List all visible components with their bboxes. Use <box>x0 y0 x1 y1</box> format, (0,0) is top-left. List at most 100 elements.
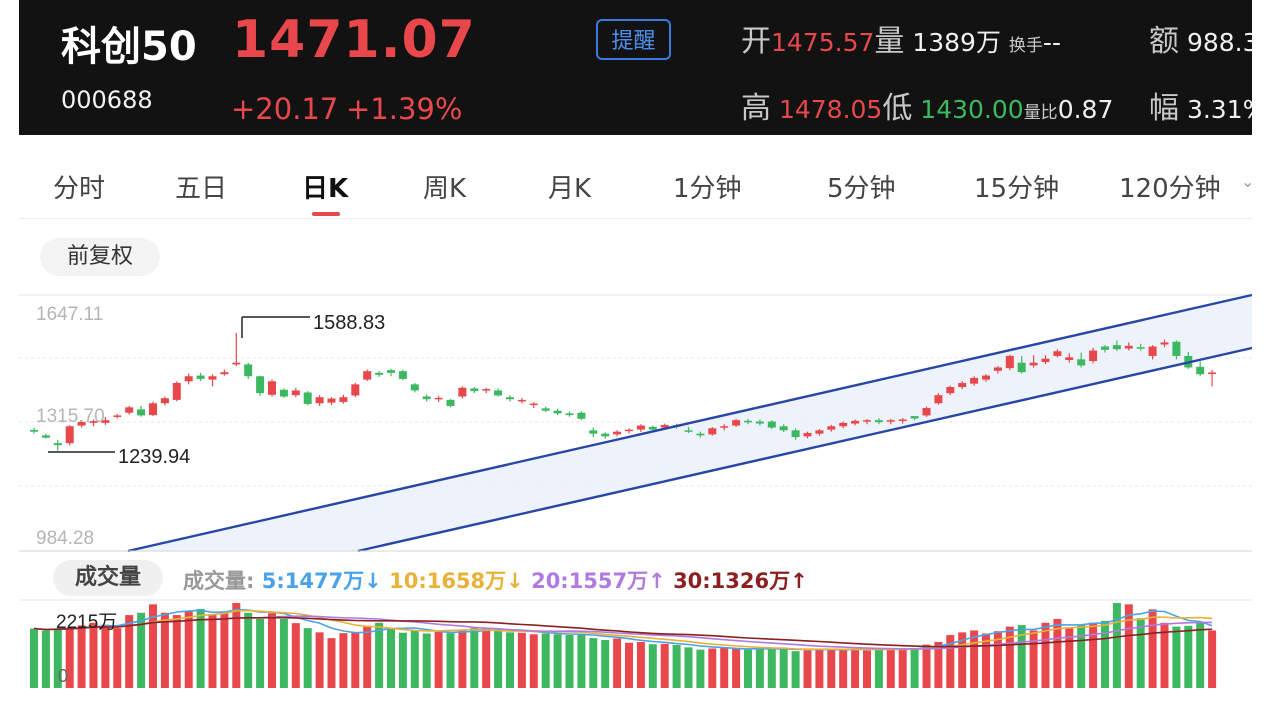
candle-body <box>1196 366 1205 375</box>
volume-indicator-button[interactable]: 成交量 <box>53 560 163 596</box>
volume-bar <box>803 650 812 688</box>
volume-bar <box>815 649 824 688</box>
volume-bar <box>137 612 146 688</box>
volume-bar <box>196 608 205 688</box>
candle-body <box>577 412 586 419</box>
candle-body <box>184 376 193 382</box>
candle-body <box>779 426 788 431</box>
price-axis-mid-label: 1315.70 <box>36 406 105 427</box>
volume-bar <box>958 632 967 688</box>
amplitude-stat: 幅 3.31% <box>1149 83 1266 127</box>
price-axis-top-label: 1647.11 <box>36 304 103 325</box>
candle-body <box>720 426 729 428</box>
volume-bar <box>993 631 1002 688</box>
candle-body <box>137 409 146 416</box>
volume-bar <box>541 633 550 688</box>
candle-body <box>684 430 693 432</box>
volume-bar <box>125 615 134 688</box>
volume-bar <box>708 648 717 688</box>
candle-body <box>553 410 562 414</box>
volume-bar <box>553 634 562 688</box>
volume-bar <box>1172 626 1181 688</box>
tab-daily-k[interactable]: 日K <box>302 174 349 204</box>
volume-bar <box>982 633 990 688</box>
volume-bar <box>279 618 288 688</box>
candle-body <box>482 389 491 391</box>
volume-bar <box>315 632 324 688</box>
volume-bar <box>672 645 681 688</box>
candle-body <box>339 397 348 402</box>
candle-body <box>648 426 657 430</box>
turnover-value: -- <box>1042 28 1061 57</box>
volume-bar <box>601 640 610 688</box>
price-change-pct: +1.39% <box>346 92 463 126</box>
right-margin <box>1252 0 1280 721</box>
volume-bar <box>303 628 312 688</box>
candle-body <box>541 408 550 411</box>
volume-label: 量 <box>874 24 905 59</box>
volume-bar <box>767 649 776 688</box>
volume-bar <box>446 633 455 688</box>
volume-bar <box>922 644 931 688</box>
volume-bar <box>577 634 586 688</box>
volume-bar <box>65 627 74 688</box>
period-tabs: 分时 五日 日K 周K 月K 1分钟 5分钟 15分钟 120分钟 ⌄ <box>19 148 1255 219</box>
volume-ma5-line <box>33 608 1213 651</box>
candle-body <box>244 364 253 377</box>
tab-5min[interactable]: 5分钟 <box>827 174 896 204</box>
volume-bar <box>101 624 110 688</box>
tab-intraday[interactable]: 分时 <box>53 174 106 204</box>
volume-ma30: 30:1326万↑ <box>673 569 808 593</box>
tab-1min[interactable]: 1分钟 <box>673 174 742 204</box>
volume-ma-lines-group <box>33 608 1213 651</box>
candle-body <box>220 372 229 375</box>
volume-bar <box>660 643 669 688</box>
volume-bar <box>434 631 443 688</box>
volume-bar <box>1053 618 1062 688</box>
volume-bar <box>625 642 633 688</box>
candle-body <box>41 435 50 438</box>
candle-body <box>1101 346 1109 350</box>
tab-15min[interactable]: 15分钟 <box>974 174 1060 204</box>
candle-body <box>1148 346 1157 356</box>
high-label: 高 <box>741 91 771 126</box>
candle-body <box>398 371 407 379</box>
candle-body <box>410 384 419 391</box>
chevron-down-icon[interactable]: ⌄ <box>1241 172 1255 191</box>
candle-body <box>934 395 943 404</box>
volume-bar <box>898 648 907 688</box>
low-annotation-label: 1239.94 <box>118 446 190 468</box>
candle-body <box>446 399 455 406</box>
volume-bar <box>886 648 895 688</box>
volume-bar <box>1041 622 1050 688</box>
volume-bar <box>744 649 752 688</box>
tab-five-day[interactable]: 五日 <box>175 174 228 204</box>
candle-body <box>232 362 241 365</box>
amount-stat: 额 988.3 <box>1149 16 1259 60</box>
tab-weekly-k[interactable]: 周K <box>423 174 467 204</box>
volume-bar <box>113 628 122 688</box>
candle-body <box>327 398 336 403</box>
candles-group <box>30 332 1217 451</box>
candle-body <box>1136 347 1145 349</box>
volume-bars-group <box>30 603 1217 688</box>
volume-bar <box>208 614 217 688</box>
volume-bar <box>589 638 598 688</box>
volume-bar <box>351 631 360 688</box>
volume-bar <box>149 604 157 688</box>
candle-body <box>279 389 288 397</box>
candle-body <box>517 399 526 402</box>
tab-monthly-k[interactable]: 月K <box>548 174 592 204</box>
tab-120min[interactable]: 120分钟 <box>1119 174 1221 204</box>
candle-body <box>208 376 217 380</box>
volume-axis-zero-label: 0 <box>58 666 68 686</box>
candle-body <box>874 420 883 423</box>
candle-body <box>946 387 955 394</box>
volume-bar <box>220 611 229 688</box>
alert-button[interactable]: 提醒 <box>596 19 671 60</box>
candle-body <box>744 420 752 423</box>
volume-bar <box>791 651 800 688</box>
adjust-mode-button[interactable]: 前复权 <box>40 238 160 276</box>
volume-bar <box>851 649 860 688</box>
volume-bar <box>839 648 848 688</box>
